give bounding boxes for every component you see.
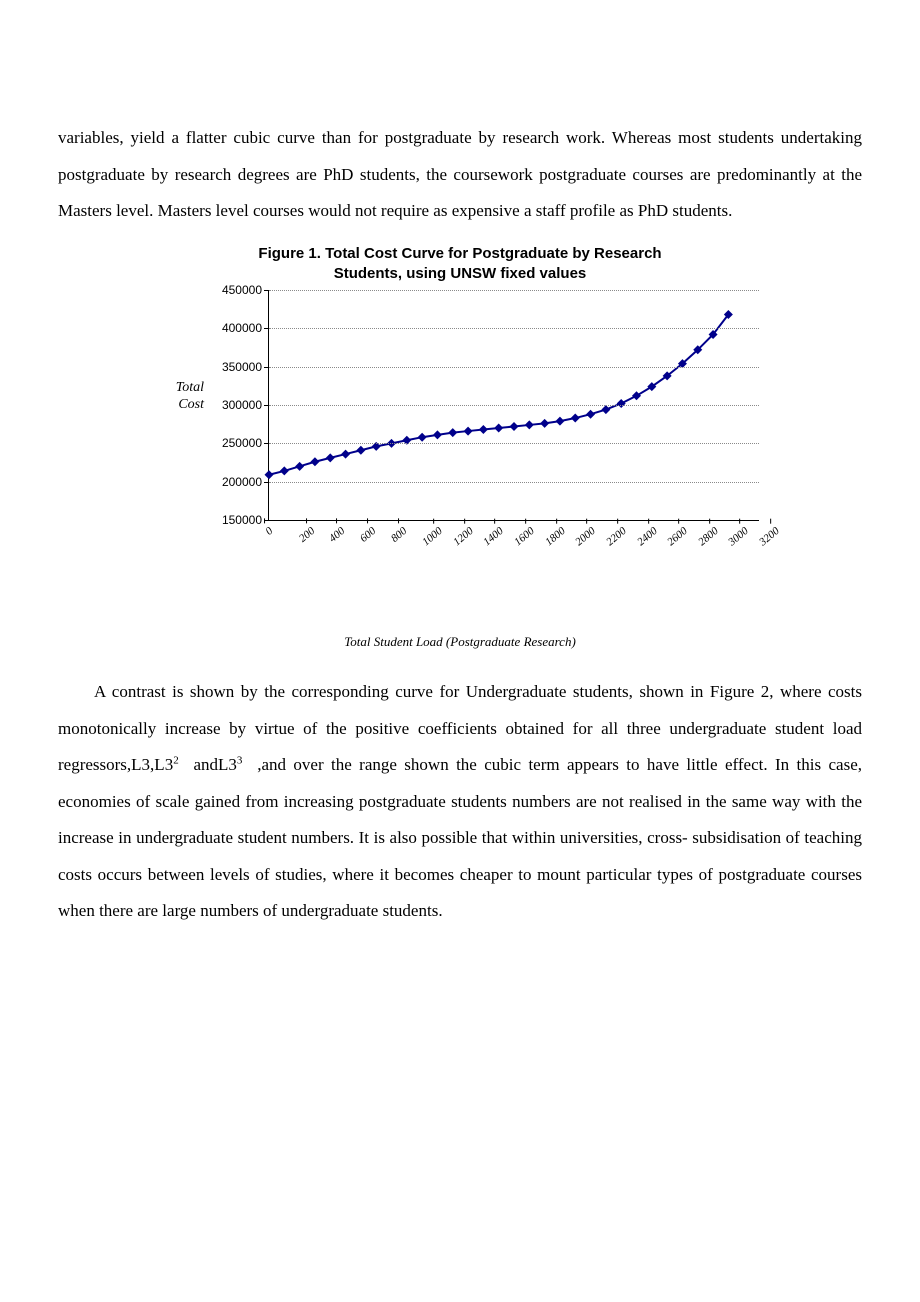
gridline [269,482,759,483]
x-tick-label: 2000 [573,525,598,548]
figure-title: Figure 1. Total Cost Curve for Postgradu… [150,244,770,285]
data-marker [464,427,473,436]
y-tick-label: 300000 [208,398,262,412]
y-tick-label: 400000 [208,321,262,335]
data-marker [341,450,350,459]
y-tick-label: 450000 [208,283,262,297]
x-tick-label: 400 [327,525,347,545]
data-marker [555,417,564,426]
y-tick-label: 350000 [208,360,262,374]
x-tick-label: 1000 [420,525,445,548]
x-tick-label: 600 [358,525,378,545]
data-marker [356,446,365,455]
x-tick-label: 2600 [665,525,690,548]
data-marker [433,431,442,440]
page: variables, yield a flatter cubic curve t… [0,0,920,1004]
data-marker [479,425,488,434]
y-axis-ticks: 1500002000002500003000003500004000004500… [208,290,262,520]
y-tick-label: 150000 [208,513,262,527]
data-marker [586,410,595,419]
data-marker [494,424,503,433]
x-tick-label: 800 [388,525,408,545]
p2-post: ,and over the range shown the cubic term… [58,755,862,920]
data-marker [540,419,549,428]
x-tick-label: 1200 [451,525,476,548]
y-tick-label: 250000 [208,436,262,450]
data-marker [280,467,289,476]
x-tick-label: 2800 [696,525,721,548]
x-tick-label: 3000 [727,525,752,548]
chart: Total Cost 150000 200000 250000 300000 35000… [150,290,770,590]
x-tick-label: 1400 [482,525,507,548]
data-marker [617,399,626,408]
x-tick-label: 1600 [512,525,537,548]
x-axis-label: Total Student Load (Postgraduate Researc… [150,634,770,650]
data-marker [601,405,610,414]
data-marker [295,462,304,471]
gridline [269,367,759,368]
x-tick-label: 2200 [604,525,629,548]
data-marker [310,457,319,466]
gridline [269,328,759,329]
figure-title-line1: Figure 1. Total Cost Curve for Postgradu… [258,245,661,262]
y-label-line2: Cost [178,397,204,412]
gridline [269,443,759,444]
data-marker [525,421,534,430]
y-tick-label: 200000 [208,475,262,489]
figure-1: Figure 1. Total Cost Curve for Postgradu… [150,244,770,651]
data-marker [326,454,335,463]
x-tick-label: 1800 [543,525,568,548]
y-label-line1: Total [176,380,204,395]
x-axis-ticks: 0200400600800100012001400160018002000220… [268,525,758,565]
data-marker [265,470,274,479]
paragraph-1: variables, yield a flatter cubic curve t… [58,120,862,230]
paragraph-2: A contrast is shown by the corresponding… [58,674,862,930]
x-tick-label: 3200 [757,525,782,548]
x-tick-label: 0 [263,525,275,538]
plot-area [268,290,759,521]
gridline [269,405,759,406]
data-marker [510,422,519,431]
y-axis-label: Total Cost [144,380,204,414]
figure-title-line2: Students, using UNSW fixed values [334,265,587,282]
data-marker [418,433,427,442]
x-tick-label: 2400 [635,525,660,548]
data-marker [571,414,580,423]
data-marker [448,428,457,437]
data-marker [632,391,641,400]
p2-mid: andL3 [179,755,237,774]
gridline [269,290,759,291]
x-tick-label: 200 [296,525,316,545]
series-line [269,315,728,475]
